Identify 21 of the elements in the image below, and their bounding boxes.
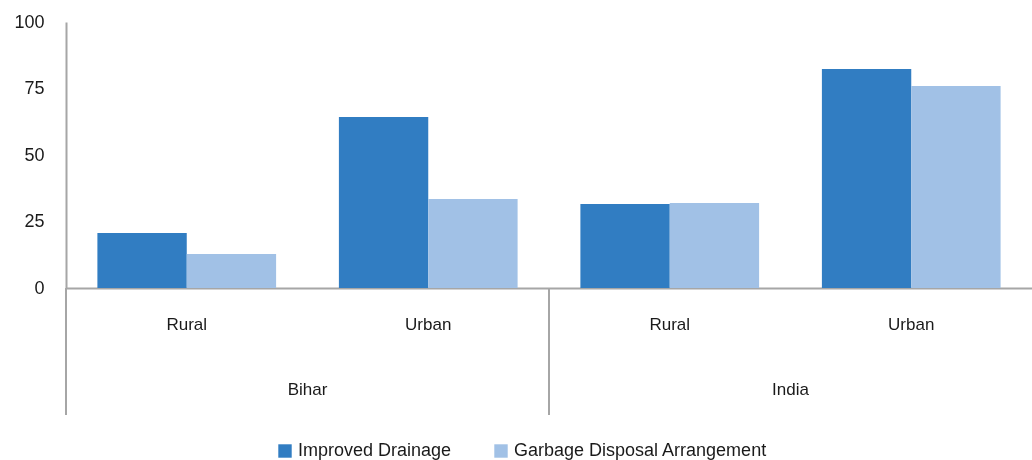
y-tick-label: 0 [34, 277, 45, 298]
x-tick-label: Rural [166, 314, 208, 334]
legend-label: Improved Drainage [298, 440, 452, 460]
x-tick-label: Rural [649, 314, 691, 334]
y-tick-label: 75 [24, 78, 45, 98]
bar [97, 232, 187, 288]
y-tick-label: 100 [14, 11, 45, 32]
y-tick-label: 25 [24, 211, 45, 231]
text: India [772, 380, 810, 399]
bar [428, 198, 518, 288]
bar [186, 253, 277, 288]
bar [580, 203, 670, 288]
bar [821, 69, 912, 288]
legend-label: Garbage Disposal Arrangement [514, 440, 767, 460]
x-tick-label: Urban [405, 314, 452, 334]
x-tick-label: Urban [888, 314, 935, 334]
text: Bihar [287, 380, 328, 399]
bar [911, 86, 1001, 288]
bar [338, 116, 429, 288]
bar [669, 202, 760, 288]
y-tick-label: 50 [24, 144, 45, 165]
